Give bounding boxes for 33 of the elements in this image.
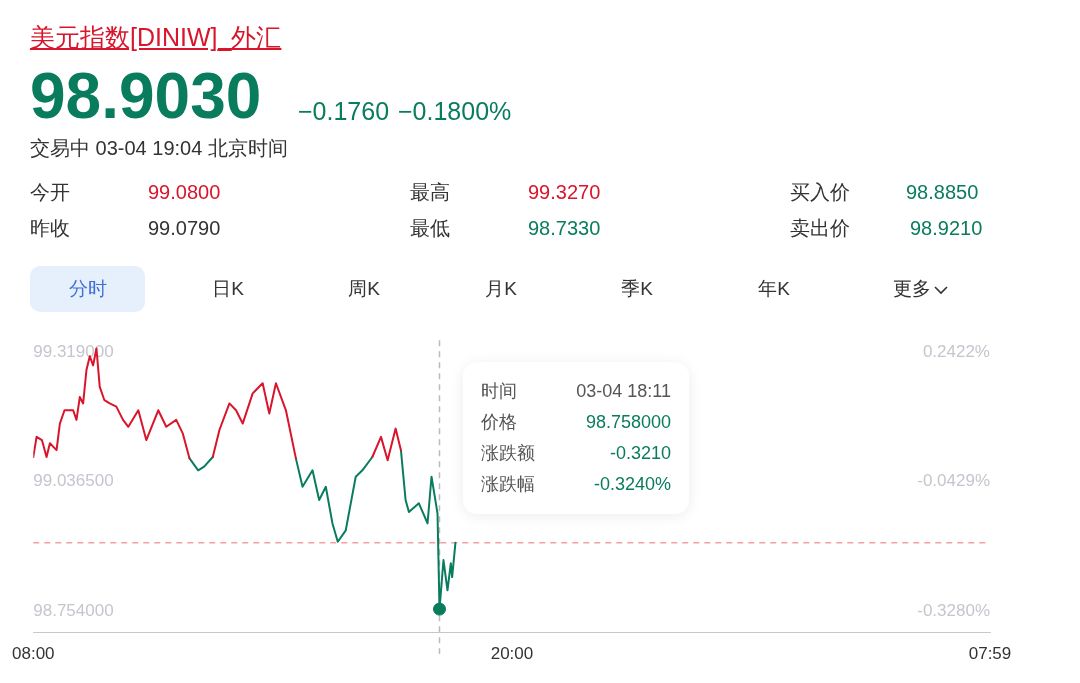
x-tick-label: 08:00 — [12, 643, 55, 663]
text: −0.1800% — [398, 96, 512, 126]
text: 99.0790 — [148, 216, 221, 240]
x-tick-label: 20:00 — [490, 643, 534, 663]
x-tick-label: 07:59 — [968, 643, 1012, 663]
text: 今开 — [30, 180, 70, 204]
y-tick-label: 99.036500 — [33, 471, 114, 491]
text: 更多 — [893, 278, 931, 301]
text: 买入价 — [790, 180, 850, 204]
text: −0.1760 — [298, 96, 390, 126]
text: 日K — [212, 278, 244, 301]
y2-tick-label: -0.0429% — [917, 471, 990, 491]
text: 月K — [485, 278, 517, 301]
text: 98.7330 — [528, 216, 601, 240]
text: 昨收 — [30, 216, 70, 240]
text: 最高 — [410, 180, 450, 204]
text: 98.9030 — [30, 59, 262, 134]
text: 季K — [621, 278, 653, 301]
chart-title: 美元指数[DINIW]_外汇 — [30, 22, 282, 52]
y2-tick-label: 0.2422% — [922, 341, 990, 361]
y2-tick-label: -0.3280% — [917, 600, 990, 620]
text: 分时 — [30, 266, 145, 312]
text: 交易中 03-04 19:04 北京时间 — [30, 136, 288, 160]
text: 周K — [348, 278, 380, 301]
text: 99.0800 — [148, 180, 221, 204]
y-tick-label: 98.754000 — [33, 600, 114, 620]
text: 年K — [758, 278, 790, 301]
text: 99.3270 — [528, 180, 601, 204]
text: 最低 — [410, 216, 450, 240]
text: 98.9210 — [910, 216, 983, 240]
text: 98.8850 — [906, 180, 979, 204]
text: 时间 03-04 18:11 价格 98.758000 涨跌额 -0.3210 涨跌幅 -0.3240% — [481, 381, 671, 494]
text: 卖出价 — [790, 216, 850, 240]
